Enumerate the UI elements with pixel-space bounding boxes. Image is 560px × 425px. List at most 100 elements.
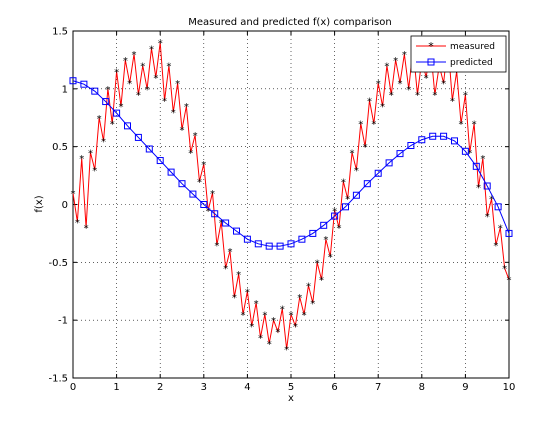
data-point-measured: * [323, 235, 328, 246]
x-tick-label: 1 [113, 382, 119, 393]
data-point-measured: * [350, 148, 355, 159]
data-point-measured: * [485, 212, 490, 223]
legend-label-measured: measured [450, 42, 495, 52]
data-point-predicted [145, 145, 153, 153]
data-point-predicted [429, 132, 437, 140]
data-point-measured: * [432, 91, 437, 102]
data-point-measured: * [254, 299, 259, 310]
series-predicted [69, 77, 513, 250]
data-point-measured: * [489, 195, 494, 206]
data-point-measured: * [84, 224, 89, 235]
data-point-predicted [494, 203, 502, 211]
data-point-measured: * [424, 73, 429, 84]
x-tick-label: 2 [157, 382, 163, 393]
data-point-predicted [102, 98, 110, 106]
data-point-measured: * [302, 310, 307, 321]
data-point-measured: * [293, 322, 298, 333]
data-point-predicted [407, 142, 415, 150]
data-point-predicted [440, 132, 448, 140]
data-point-predicted [233, 227, 240, 235]
data-point-predicted [276, 242, 284, 250]
ticks: 0 1 2 3 4 5 6 7 8 9 10 -1.5 -1 -0.5 0 0.5 1 1.5 [48, 27, 515, 394]
data-point-predicted [134, 133, 142, 141]
y-tick-label: 0 [62, 200, 68, 211]
y-tick-label: -0.5 [48, 258, 68, 269]
data-point-predicted [113, 109, 121, 117]
series-line-measured [72, 42, 510, 350]
data-point-measured: * [249, 322, 254, 333]
series-layer: ****************************************… [69, 39, 513, 357]
data-point-predicted [374, 169, 382, 177]
data-point-measured: * [241, 310, 246, 321]
y-tick-label: -1 [58, 316, 68, 327]
data-point-measured: * [136, 91, 141, 102]
data-point-measured: * [297, 293, 302, 304]
data-point-measured: * [166, 62, 171, 73]
data-point-measured: * [498, 224, 503, 235]
data-point-measured: * [384, 62, 389, 73]
data-point-predicted [178, 180, 186, 188]
data-point-measured: * [319, 276, 324, 287]
data-point-measured: * [480, 154, 485, 165]
data-point-predicted [189, 190, 197, 198]
data-point-measured: * [88, 148, 93, 159]
data-point-measured: * [101, 137, 106, 148]
data-point-predicted [265, 242, 273, 250]
data-point-measured: * [245, 287, 250, 298]
data-point-measured: * [363, 143, 368, 154]
data-point-predicted [287, 240, 295, 248]
data-point-measured: * [149, 44, 154, 55]
data-point-measured: * [332, 206, 337, 217]
data-point-measured: * [502, 264, 507, 275]
legend-marker-predicted [427, 58, 435, 66]
data-point-measured: * [328, 253, 333, 264]
data-point-measured: * [406, 85, 411, 96]
data-point-predicted [309, 229, 317, 237]
data-point-predicted [320, 221, 328, 229]
data-point-measured: * [127, 79, 132, 90]
legend: * measured predicted [410, 35, 507, 73]
x-axis-label: x [288, 393, 294, 404]
series-measured: ****************************************… [71, 39, 512, 357]
data-point-measured: * [118, 102, 123, 113]
data-point-predicted [342, 203, 349, 211]
data-point-measured: * [92, 166, 97, 177]
y-tick-label: -1.5 [48, 374, 68, 385]
data-point-measured: * [262, 310, 267, 321]
data-point-measured: * [114, 67, 119, 78]
data-point-measured: * [472, 120, 477, 131]
x-tick-label: 4 [244, 382, 250, 393]
data-point-measured: * [145, 85, 150, 96]
data-point-predicted [200, 201, 208, 208]
y-tick-label: 1.5 [52, 27, 68, 38]
y-axis-label: f(x) [34, 195, 45, 212]
legend-label-predicted: predicted [450, 58, 493, 68]
gridlines [73, 31, 509, 378]
data-point-measured: * [105, 85, 110, 96]
data-point-measured: * [289, 310, 294, 321]
y-tick-label: 1 [62, 84, 68, 95]
data-point-measured: * [441, 79, 446, 90]
data-point-measured: * [223, 264, 228, 275]
data-point-predicted [211, 210, 219, 218]
data-point-predicted [363, 180, 371, 188]
data-point-measured: * [175, 79, 180, 90]
data-point-measured: * [188, 148, 193, 159]
data-point-predicted [461, 147, 469, 155]
data-point-measured: * [97, 114, 102, 125]
data-point-measured: * [232, 293, 237, 304]
data-point-measured: * [463, 91, 468, 102]
data-point-predicted [254, 240, 262, 248]
data-point-measured: * [336, 224, 341, 235]
data-point-measured: * [162, 96, 167, 107]
data-point-measured: * [197, 177, 202, 188]
data-point-predicted [91, 87, 99, 95]
data-point-measured: * [140, 62, 145, 73]
data-point-measured: * [132, 50, 137, 61]
data-point-predicted [69, 77, 77, 85]
data-point-predicted [483, 182, 491, 190]
data-point-predicted [243, 235, 251, 243]
data-point-measured: * [79, 154, 84, 165]
data-point-measured: * [415, 91, 420, 102]
